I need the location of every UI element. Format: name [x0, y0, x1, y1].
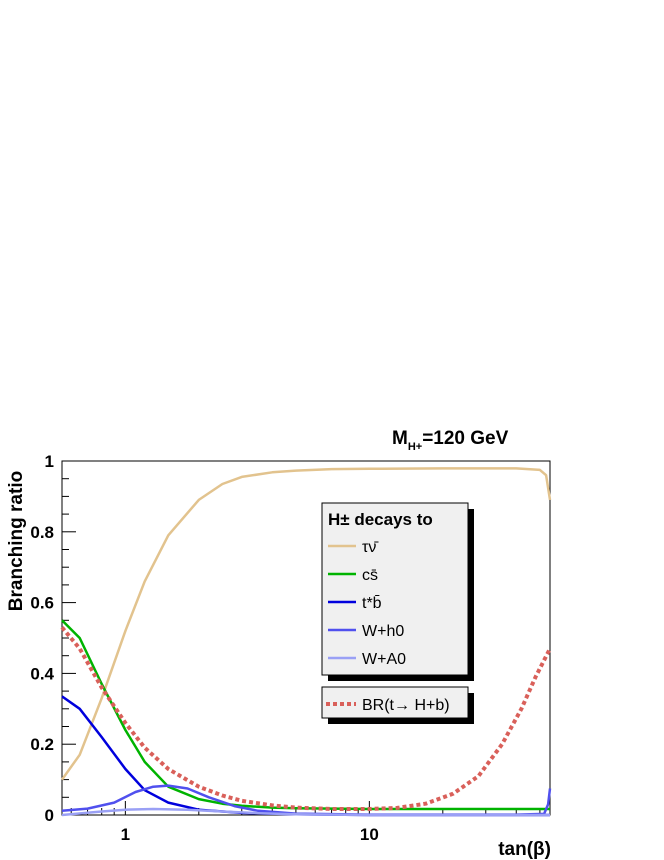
legend-entry-label: W+h0 [362, 623, 404, 640]
legend-decays-title: H± decays to [328, 510, 433, 529]
legend-decays-entries: τν̄ cs̄ t*b̄ W+h0 W+A0 [328, 539, 406, 668]
legend-entry-label: W+A0 [362, 651, 406, 668]
legend-entry-label: cs̄ [362, 567, 378, 584]
curves [60, 467, 552, 817]
x-axis-label: tan(β) [498, 839, 551, 860]
y-tick-label: 1 [45, 452, 54, 471]
series-line-6 [60, 626, 552, 811]
y-axis-label: Branching ratio [6, 471, 27, 611]
chart-title: MH+=120 GeV [392, 428, 509, 453]
y-tick-label: 0 [45, 806, 54, 825]
chart-title-subscript: H+ [408, 441, 422, 453]
legend-entry-label: BR(t→ H+b) [362, 697, 450, 714]
series-line-1 [60, 467, 552, 781]
series-line-3 [61, 695, 550, 817]
x-tick-label: 10 [360, 825, 379, 844]
legend-entry-label: t*b̄ [362, 595, 382, 612]
series-line-5 [61, 807, 550, 817]
legend-entry-label: τν̄ [362, 539, 379, 556]
axis-ticks: 0 0.2 0.4 0.6 0.8 1 1 10 [30, 452, 541, 844]
y-tick-label: 0.2 [30, 735, 54, 754]
y-tick-label: 0.4 [30, 664, 54, 683]
y-tick-label: 0.6 [30, 594, 54, 613]
legend-decays: H± decays to τν̄ cs̄ t*b̄ W+h0 W+A0 [321, 502, 474, 681]
legend-top-br-entries: BR(t→ H+b) [326, 697, 450, 714]
plot-frame [61, 460, 551, 816]
x-tick-label: 1 [121, 825, 130, 844]
legend-decays-box [321, 502, 469, 676]
legend-top-br-box [321, 686, 469, 719]
legend-top-br: BR(t→ H+b) [321, 686, 474, 724]
y-tick-label: 0.8 [30, 523, 54, 542]
